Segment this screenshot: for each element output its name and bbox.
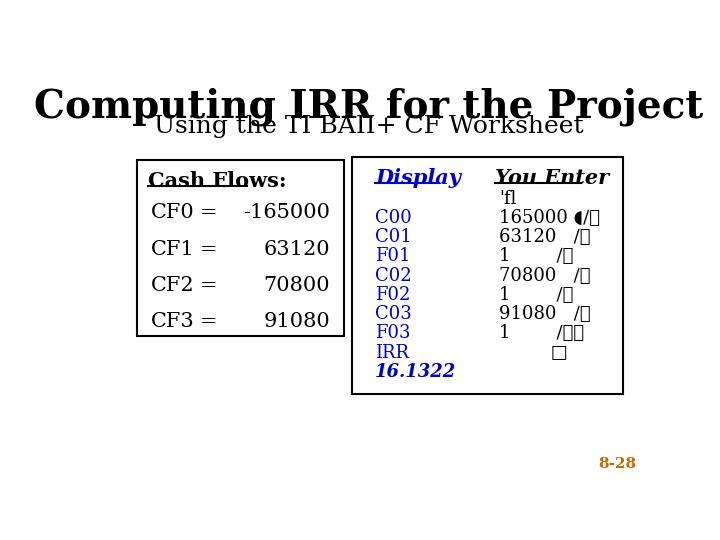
Text: =: =	[200, 204, 217, 222]
Text: 63120   ∕✔: 63120 ∕✔	[499, 228, 590, 246]
Text: 1        ∕✔ⓞ: 1 ∕✔ⓞ	[499, 325, 585, 342]
FancyBboxPatch shape	[352, 157, 624, 394]
Text: F03: F03	[375, 325, 410, 342]
Text: 91080   ∕✔: 91080 ∕✔	[499, 305, 591, 323]
Text: IRR: IRR	[375, 343, 409, 362]
Text: C03: C03	[375, 305, 412, 323]
Text: 63120: 63120	[264, 240, 330, 259]
Text: 70800: 70800	[264, 276, 330, 295]
Text: F02: F02	[375, 286, 410, 304]
Text: Computing IRR for the Project: Computing IRR for the Project	[35, 88, 703, 126]
Text: F01: F01	[375, 247, 410, 265]
Text: You Enter: You Enter	[495, 168, 609, 188]
Text: =: =	[200, 240, 217, 259]
Text: 165000 ◖∕✔: 165000 ◖∕✔	[499, 209, 600, 227]
Text: CF1: CF1	[150, 240, 194, 259]
Text: Display: Display	[375, 168, 461, 188]
Text: CF0: CF0	[150, 204, 194, 222]
Text: Using the TI BAII+ CF Worksheet: Using the TI BAII+ CF Worksheet	[154, 115, 584, 138]
Text: -165000: -165000	[243, 204, 330, 222]
Text: 8-28: 8-28	[598, 457, 636, 471]
Text: 'fl: 'fl	[499, 190, 516, 207]
Text: 1        ∕✔: 1 ∕✔	[499, 247, 574, 265]
Text: 91080: 91080	[264, 312, 330, 331]
Text: C02: C02	[375, 267, 412, 285]
Text: 16.1322: 16.1322	[375, 363, 456, 381]
Text: =: =	[200, 312, 217, 331]
Text: □: □	[499, 343, 568, 362]
Text: CF3: CF3	[150, 312, 194, 331]
Text: C01: C01	[375, 228, 412, 246]
Text: 1        ∕✔: 1 ∕✔	[499, 286, 574, 304]
Text: Cash Flows:: Cash Flows:	[148, 171, 287, 191]
Text: CF2: CF2	[150, 276, 194, 295]
FancyBboxPatch shape	[137, 160, 344, 336]
Text: =: =	[200, 276, 217, 295]
Text: C00: C00	[375, 209, 412, 227]
Text: 70800   ∕✔: 70800 ∕✔	[499, 267, 590, 285]
